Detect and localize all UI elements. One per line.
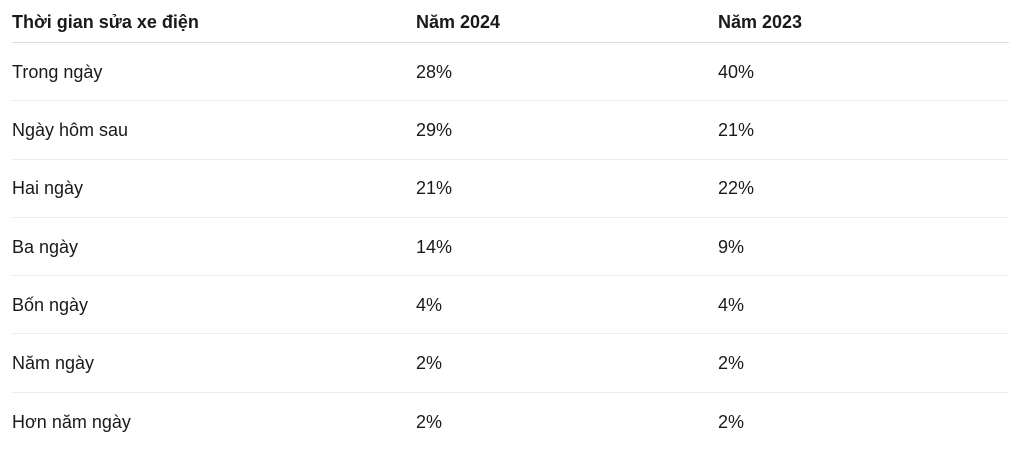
value-2024: 21% [416, 178, 453, 199]
value-2023: 21% [718, 119, 755, 140]
row-label: Bốn ngày [12, 294, 89, 315]
value-2023: 40% [718, 61, 755, 82]
table-header-row: Thời gian sửa xe điện Năm 2024 Năm 2023 [12, 0, 1009, 43]
row-label: Hai ngày [12, 178, 84, 199]
table-row: Hơn năm ngày 2% 2% [12, 393, 1009, 451]
row-label: Ngày hôm sau [12, 119, 129, 140]
repair-time-table: Thời gian sửa xe điện Năm 2024 Năm 2023 … [12, 0, 1009, 451]
header-year-2024: Năm 2024 [416, 12, 501, 32]
value-2023: 4% [718, 294, 745, 315]
table-row: Hai ngày 21% 22% [12, 160, 1009, 218]
table-row: Năm ngày 2% 2% [12, 334, 1009, 393]
table-row: Bốn ngày 4% 4% [12, 276, 1009, 335]
value-2023: 2% [718, 353, 745, 374]
table-row: Ba ngày 14% 9% [12, 218, 1009, 277]
value-2024: 2% [416, 411, 443, 432]
value-2024: 4% [416, 294, 443, 315]
row-label: Ba ngày [12, 236, 79, 257]
header-repair-time: Thời gian sửa xe điện [12, 12, 199, 32]
row-label: Trong ngày [12, 61, 103, 82]
header-year-2023: Năm 2023 [718, 12, 803, 32]
value-2024: 2% [416, 353, 443, 374]
row-label: Năm ngày [12, 353, 95, 374]
value-2023: 22% [718, 178, 755, 199]
value-2024: 28% [416, 61, 453, 82]
table-row: Ngày hôm sau 29% 21% [12, 101, 1009, 160]
value-2023: 9% [718, 236, 745, 257]
value-2023: 2% [718, 411, 745, 432]
value-2024: 29% [416, 119, 453, 140]
table-row: Trong ngày 28% 40% [12, 43, 1009, 102]
value-2024: 14% [416, 236, 453, 257]
row-label: Hơn năm ngày [12, 411, 131, 432]
